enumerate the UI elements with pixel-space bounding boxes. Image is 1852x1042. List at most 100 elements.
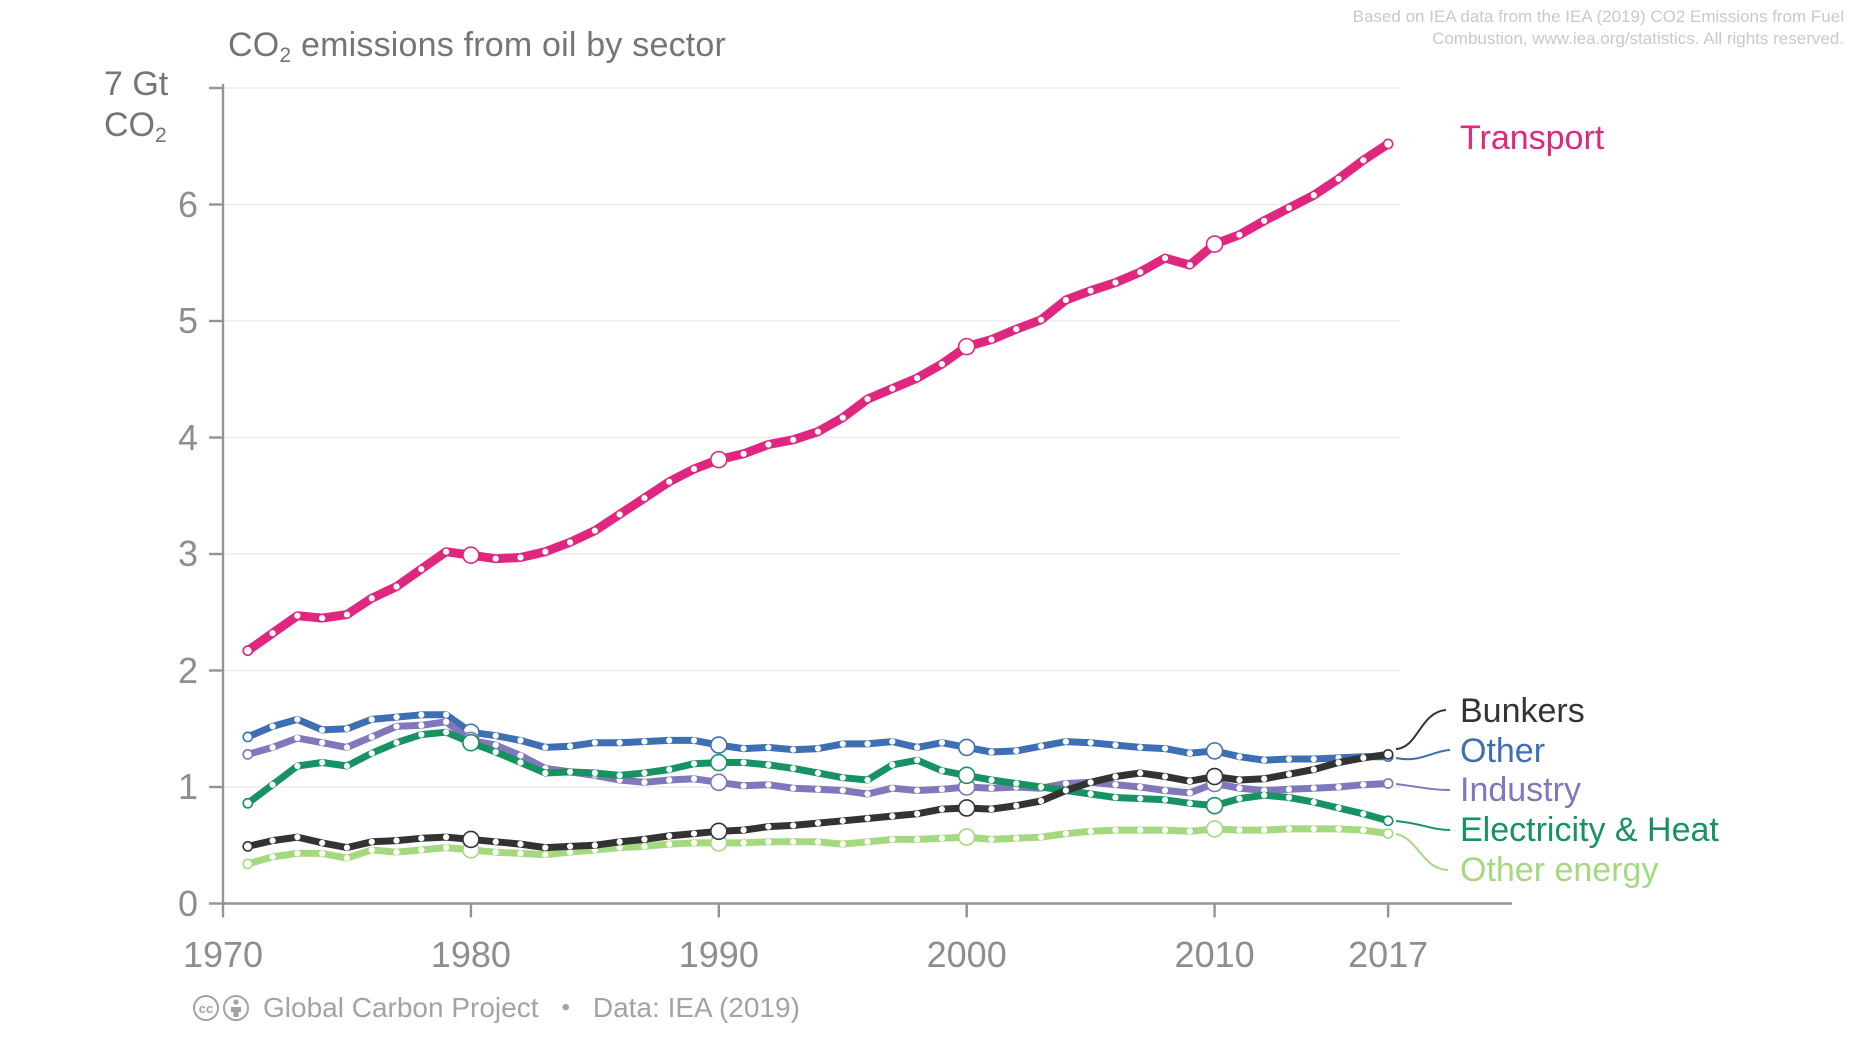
decade-marker-other_energy: [957, 828, 976, 846]
year-dot-other: [542, 744, 549, 751]
year-dot-transport: [740, 450, 747, 457]
decade-marker-bunkers: [462, 830, 480, 849]
year-dot-other_energy: [319, 850, 326, 857]
year-dot-electricity_heat: [1037, 783, 1045, 791]
year-dot-transport: [368, 595, 375, 602]
legend-leader-industry: [1395, 783, 1451, 791]
year-dot-bunkers: [1360, 754, 1367, 761]
year-dot-electricity_heat: [790, 765, 797, 772]
data-attribution: Based on IEA data from the IEA (2019) CO…: [1352, 7, 1844, 48]
endpoint-marker-industry: [1382, 778, 1394, 789]
year-dot-other: [1137, 744, 1144, 751]
year-dot-bunkers: [517, 840, 524, 848]
year-dot-electricity_heat: [517, 759, 524, 766]
year-dot-transport: [914, 374, 921, 382]
year-dot-industry: [294, 734, 301, 742]
legend-label-industry: Industry: [1460, 771, 1581, 809]
year-dot-industry: [269, 744, 276, 751]
endpoint-marker-electricity_heat: [1382, 815, 1394, 827]
year-dot-electricity_heat: [492, 748, 499, 756]
endpoint-marker-other: [242, 731, 254, 743]
year-dot-other_energy: [1186, 828, 1193, 835]
year-dot-bunkers: [492, 838, 499, 845]
year-dot-electricity_heat: [1087, 790, 1094, 798]
endpoint-marker-bunkers: [1382, 748, 1394, 760]
year-dot-industry: [1112, 781, 1119, 788]
x-tick-label: 1990: [678, 934, 759, 975]
decade-marker-other: [957, 738, 976, 757]
year-dot-other: [1236, 753, 1243, 760]
year-dot-electricity_heat: [319, 759, 326, 766]
decade-marker-electricity_heat: [1205, 796, 1224, 815]
year-dot-industry: [443, 718, 450, 725]
year-dot-other: [914, 744, 921, 751]
y-tick-label: 0: [177, 882, 198, 924]
y-tick-label: 5: [177, 300, 198, 341]
footer-brand: Global Carbon Project: [263, 992, 539, 1023]
year-dot-other: [269, 723, 276, 730]
year-dot-electricity_heat: [1310, 799, 1317, 806]
year-dot-transport: [641, 494, 648, 502]
year-dot-industry: [1310, 785, 1317, 792]
year-dot-other: [443, 711, 450, 718]
year-dot-other_energy: [542, 851, 549, 858]
year-dot-other_energy: [492, 849, 499, 856]
year-dot-electricity_heat: [418, 731, 425, 738]
year-dot-other: [864, 740, 871, 747]
year-dot-other: [1161, 745, 1169, 752]
year-dot-other_energy: [814, 838, 822, 845]
decade-marker-industry: [709, 773, 728, 792]
year-dot-transport: [1261, 217, 1268, 224]
year-dot-industry: [914, 787, 921, 794]
decade-marker-electricity_heat: [957, 766, 976, 785]
year-dot-other_energy: [566, 849, 574, 856]
year-dot-other_energy: [666, 840, 673, 848]
year-dot-bunkers: [566, 843, 574, 850]
y-tick-label: 4: [177, 416, 198, 458]
year-dot-bunkers: [393, 837, 400, 844]
year-dot-industry: [740, 782, 747, 789]
year-dot-transport: [1186, 261, 1193, 269]
year-dot-other_energy: [343, 854, 351, 862]
legend-leader-other: [1395, 749, 1451, 761]
year-dot-transport: [1310, 192, 1317, 199]
year-dot-bunkers: [814, 820, 822, 827]
year-dot-other_energy: [1335, 825, 1342, 833]
year-dot-electricity_heat: [1161, 796, 1169, 803]
year-dot-bunkers: [765, 823, 772, 830]
year-dot-industry: [319, 739, 326, 746]
svg-text:cc: cc: [199, 1001, 213, 1016]
year-dot-electricity_heat: [988, 776, 995, 784]
year-dot-other: [343, 725, 351, 732]
year-dot-bunkers: [1310, 766, 1317, 773]
year-dot-transport: [938, 361, 946, 368]
series-line-transport: [243, 139, 1393, 656]
year-dot-other: [1062, 738, 1069, 745]
year-dot-bunkers: [418, 835, 425, 842]
legend-label-bunkers: Bunkers: [1460, 692, 1585, 730]
decade-marker-transport: [1205, 235, 1224, 253]
year-dot-other: [393, 714, 400, 721]
year-dot-bunkers: [542, 844, 549, 851]
year-dot-other: [1112, 741, 1119, 749]
year-dot-industry: [1161, 787, 1169, 794]
year-dot-other: [319, 726, 326, 734]
year-dot-industry: [1062, 780, 1069, 787]
year-dot-bunkers: [343, 844, 351, 851]
year-dot-other: [988, 748, 995, 756]
decade-marker-other: [1205, 742, 1224, 760]
year-dot-transport: [1037, 316, 1045, 323]
year-dot-electricity_heat: [740, 759, 747, 766]
year-dot-bunkers: [1137, 769, 1144, 777]
year-dot-electricity_heat: [1236, 795, 1243, 802]
cc-license-icons: cc: [192, 993, 254, 1023]
endpoint-marker-industry: [242, 748, 254, 760]
year-dot-other: [517, 737, 524, 744]
endpoint-marker-transport: [242, 645, 254, 657]
year-dot-other: [666, 737, 673, 744]
endpoint-marker-transport: [1382, 138, 1394, 150]
year-dot-transport: [542, 548, 549, 555]
y-tick-label: 1: [177, 766, 198, 807]
legend-leader-other_energy: [1395, 833, 1449, 871]
year-dot-other: [368, 716, 375, 723]
